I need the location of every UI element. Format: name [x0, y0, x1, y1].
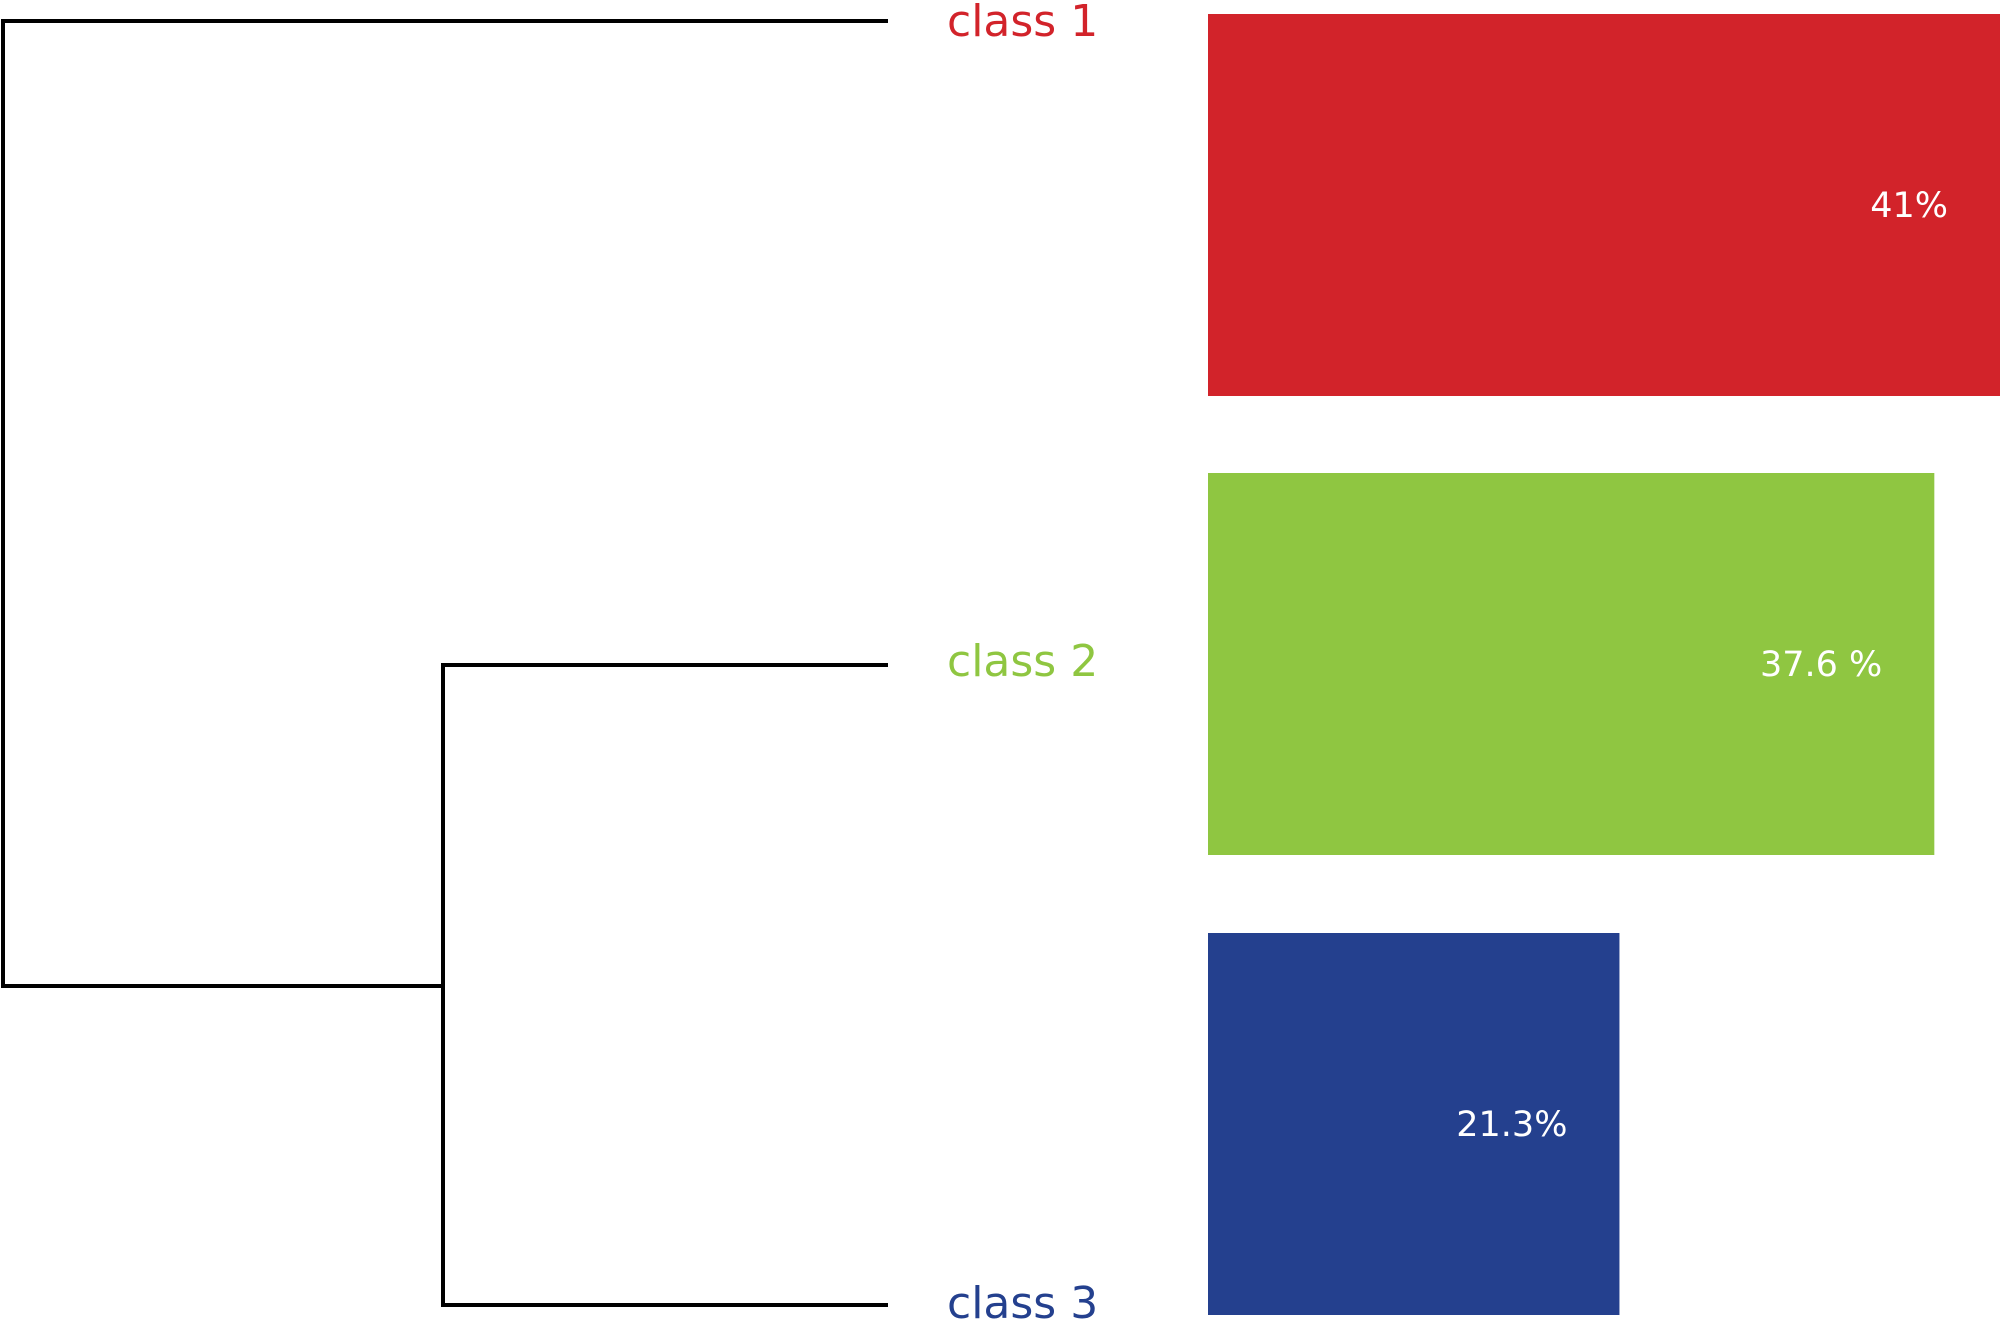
bar-class-2 [1208, 473, 1935, 855]
bar-class-1 [1208, 14, 2000, 396]
bar-value-labels: 41% 37.6 % 21.3% [1456, 186, 1948, 1145]
dendrogram-tree [1, 19, 888, 1307]
bar-value-label-class-3: 21.3% [1456, 1105, 1567, 1145]
bars [1208, 14, 2000, 1315]
bar-value-label-class-1: 41% [1870, 186, 1948, 226]
class-labels: class 1 class 2 class 3 [947, 0, 1098, 1321]
bar-class-3 [1208, 933, 1620, 1315]
class-label-2: class 2 [947, 636, 1098, 687]
class-label-3: class 3 [947, 1278, 1098, 1321]
class-label-1: class 1 [947, 0, 1098, 47]
bar-value-label-class-2: 37.6 % [1760, 645, 1882, 685]
